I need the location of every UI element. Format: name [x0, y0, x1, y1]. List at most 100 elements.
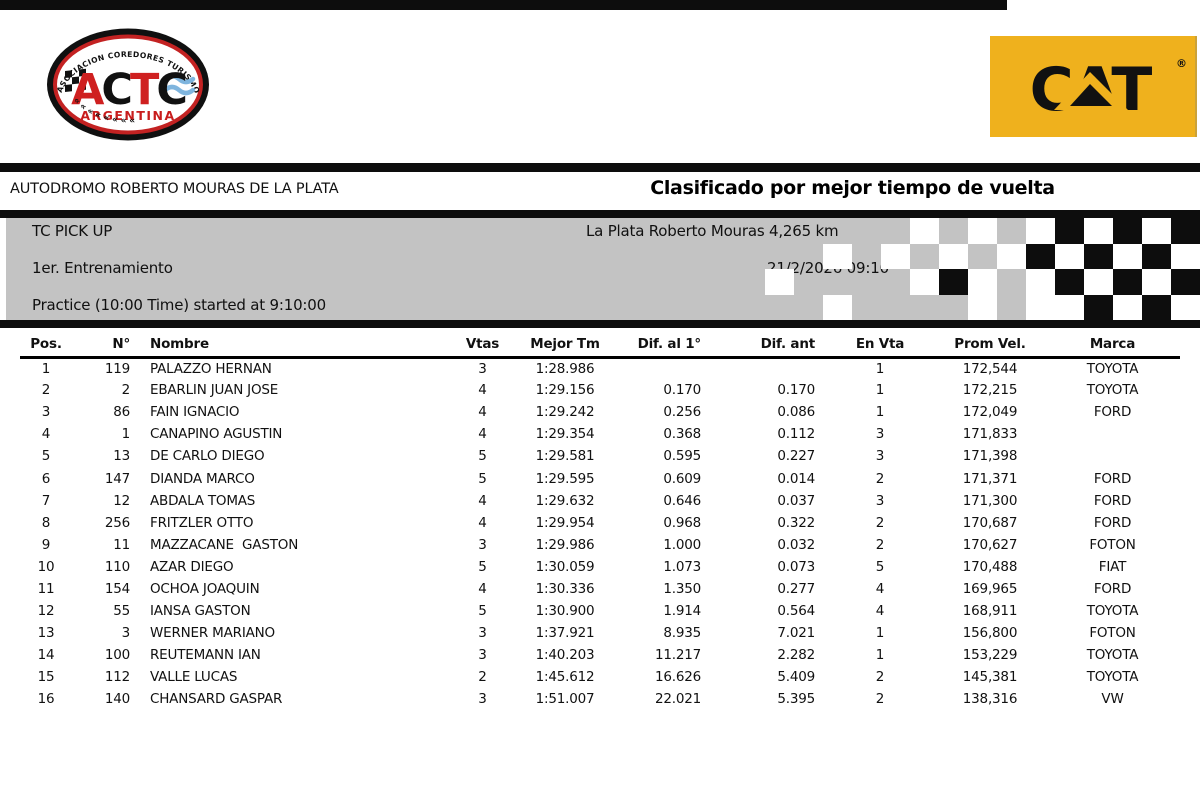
cell-dif1: 0.595 — [663, 448, 701, 465]
cell-vtas: 5 — [478, 448, 487, 465]
cell-prom: 171,833 — [962, 426, 1018, 443]
checker-cell — [823, 243, 852, 269]
cell-name: ABDALA TOMAS — [150, 492, 256, 509]
cell-prom: 172,544 — [962, 360, 1018, 377]
cell-num: 154 — [104, 580, 130, 597]
table-row: 12 55 IANSA GASTON 5 1:30.900 1.914 0.564 4 168,… — [20, 600, 1180, 622]
cell-prom: 153,229 — [962, 647, 1018, 664]
checker-cell — [1026, 294, 1055, 320]
checker-cell — [1171, 243, 1200, 269]
cell-marca: TOYOTA — [1086, 669, 1139, 686]
cell-dif1: 1.350 — [663, 580, 701, 597]
cell-difant: 7.021 — [777, 625, 815, 642]
cell-num: 13 — [113, 448, 130, 465]
cell-dif1: 0.368 — [663, 426, 701, 443]
column-header-num: N° — [72, 333, 136, 359]
cell-marca: TOYOTA — [1086, 647, 1139, 664]
checker-cell — [968, 294, 997, 320]
cell-pos: 5 — [41, 448, 51, 465]
cell-marca — [1045, 423, 1180, 445]
cell-dif1: 11.217 — [654, 647, 701, 664]
checker-cell — [1026, 243, 1055, 269]
cell-envta: 5 — [875, 558, 885, 575]
actc-argentina-flag-icon — [162, 73, 196, 96]
cell-name: OCHOA JOAQUIN — [150, 580, 260, 597]
cell-pos: 6 — [41, 470, 51, 487]
cell-mejor: 1:40.203 — [535, 647, 595, 664]
cell-marca: TOYOTA — [1086, 382, 1139, 399]
cell-vtas: 3 — [478, 647, 487, 664]
cell-name: EBARLIN JUAN JOSE — [150, 382, 279, 399]
cell-difant: 0.277 — [777, 580, 815, 597]
checker-cell — [1113, 269, 1142, 295]
column-header-vtas: Vtas — [455, 333, 510, 359]
checker-cell — [1084, 294, 1113, 320]
cell-vtas: 5 — [478, 470, 487, 487]
checker-cell — [1171, 269, 1200, 295]
track-name: AUTODROMO ROBERTO MOURAS DE LA PLATA — [10, 181, 339, 197]
cell-prom: 156,800 — [962, 625, 1018, 642]
cell-prom: 168,911 — [962, 603, 1018, 620]
cell-pos: 1 — [41, 360, 51, 377]
checker-cell — [1084, 243, 1113, 269]
cell-difant: 0.073 — [777, 558, 815, 575]
cell-envta: 3 — [875, 426, 885, 443]
cell-prom: 170,488 — [962, 558, 1018, 575]
top-black-bar — [0, 0, 1007, 10]
cell-envta: 1 — [875, 625, 885, 642]
cell-pos: 12 — [37, 603, 55, 620]
table-row: 5 13 DE CARLO DIEGO 5 1:29.581 0.595 0.227 3 171… — [20, 445, 1180, 467]
column-header-marca: Marca — [1045, 333, 1180, 359]
table-row: 13 3 WERNER MARIANO 3 1:37.921 8.935 7.021 1 156… — [20, 622, 1180, 644]
checker-cell — [1113, 294, 1142, 320]
category-label: TC PICK UP — [32, 222, 113, 240]
checker-cell — [910, 269, 939, 295]
cell-marca — [1045, 445, 1180, 467]
column-header-name: Nombre — [136, 333, 455, 359]
checker-cell — [1113, 243, 1142, 269]
cell-name: WERNER MARIANO — [150, 625, 275, 642]
cell-num: 11 — [113, 536, 130, 553]
cell-mejor: 1:30.059 — [535, 558, 595, 575]
cell-mejor: 1:28.986 — [535, 360, 595, 377]
table-row: 14 100 REUTEMANN IAN 3 1:40.203 11.217 2.282 1 1… — [20, 644, 1180, 666]
cell-mejor: 1:29.156 — [535, 382, 595, 399]
cell-prom: 172,049 — [962, 404, 1018, 421]
table-row: 1 119 PALAZZO HERNAN 3 1:28.986 1 172,544 TOYOT… — [20, 357, 1180, 379]
cell-num: 12 — [113, 492, 130, 509]
cell-dif1 — [620, 357, 715, 379]
cell-prom: 171,300 — [962, 492, 1018, 509]
checker-cell — [823, 294, 852, 320]
checker-cell — [1113, 218, 1142, 244]
results-table-container: Pos. N° Nombre Vtas Mejor Tm Dif. al 1° Dif. a… — [20, 333, 1180, 711]
cell-envta: 1 — [875, 382, 885, 399]
cell-envta: 2 — [875, 514, 885, 531]
cell-dif1: 0.646 — [663, 492, 701, 509]
cell-marca: FORD — [1093, 470, 1132, 487]
practice-info: Practice (10:00 Time) started at 9:10:00 — [32, 296, 326, 314]
cat-logo: CAT ® — [990, 36, 1197, 137]
cell-dif1: 0.256 — [663, 404, 701, 421]
cell-pos: 15 — [37, 669, 55, 686]
table-row: 10 110 AZAR DIEGO 5 1:30.059 1.073 0.073 5 170,4… — [20, 556, 1180, 578]
cell-dif1: 16.626 — [654, 669, 701, 686]
cell-num: 3 — [121, 625, 131, 642]
cat-registered-mark: ® — [1176, 57, 1187, 70]
cell-marca: FORD — [1093, 492, 1132, 509]
table-row: 15 112 VALLE LUCAS 2 1:45.612 16.626 5.409 2 145… — [20, 666, 1180, 688]
checker-cell — [1055, 269, 1084, 295]
cell-difant: 0.112 — [777, 426, 815, 443]
cell-name: CHANSARD GASPAR — [150, 691, 283, 708]
cell-num: 2 — [121, 382, 131, 399]
column-header-prom: Prom Vel. — [935, 333, 1045, 359]
cell-pos: 13 — [37, 625, 55, 642]
cell-prom: 172,215 — [962, 382, 1018, 399]
checker-cell — [1142, 243, 1171, 269]
cell-envta: 2 — [875, 669, 885, 686]
title-band-bottom-bar — [0, 210, 1200, 218]
cell-num: 119 — [104, 360, 130, 377]
cell-vtas: 4 — [478, 580, 487, 597]
cell-dif1: 1.000 — [663, 536, 701, 553]
cell-difant: 0.564 — [777, 603, 815, 620]
